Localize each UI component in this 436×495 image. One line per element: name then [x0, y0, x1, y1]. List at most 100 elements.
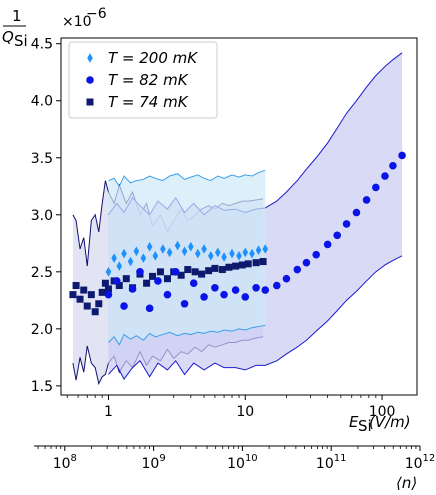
y-tick-label-2: 2.5	[31, 265, 53, 281]
point-s2-4	[83, 302, 91, 310]
point-s0-5	[133, 246, 140, 257]
y-label-denominator: Q	[2, 28, 14, 46]
x2-axis-label: ⟨n⟩	[396, 474, 417, 492]
point-s0-1	[111, 253, 117, 263]
point-s2-17	[149, 272, 157, 280]
point-s2-13	[122, 275, 130, 283]
legend-label-1: T = 82 mK	[108, 71, 189, 89]
point-s0-19	[229, 248, 235, 259]
point-s2-0	[69, 291, 77, 299]
y-axis-label: 1 Q Si	[2, 7, 28, 50]
band-upper-0	[108, 169, 266, 188]
point-s1-24	[333, 231, 342, 240]
point-s2-24	[198, 270, 206, 278]
x-label-main: E	[349, 413, 359, 431]
point-s0-9	[160, 244, 166, 254]
point-s1-12	[211, 283, 219, 292]
point-s1-7	[163, 290, 172, 299]
x2-tick-label-4: 1012	[405, 453, 436, 472]
point-s0-7	[146, 241, 153, 252]
point-s0-0	[105, 267, 112, 277]
point-s2-29	[232, 262, 240, 270]
point-s2-31	[244, 260, 252, 268]
point-s1-25	[342, 220, 351, 228]
y-tick-label-0: 1.5	[31, 379, 53, 395]
point-s2-25	[205, 267, 213, 275]
point-s0-22	[249, 248, 255, 259]
point-s0-6	[140, 253, 147, 263]
x-label-subscript: Si	[358, 417, 372, 435]
point-s2-30	[238, 261, 246, 269]
point-s2-28	[225, 263, 233, 271]
band-lower-0	[108, 324, 266, 346]
point-s1-11	[200, 293, 208, 301]
point-s0-20	[236, 251, 242, 261]
y-tick-label-4: 3.5	[31, 151, 53, 167]
point-s2-32	[252, 259, 260, 267]
point-s1-19	[282, 274, 291, 283]
point-s1-31	[398, 151, 406, 160]
point-s1-6	[154, 277, 162, 285]
point-s1-30	[389, 161, 397, 170]
point-s1-29	[381, 172, 389, 180]
x2-tick-label-2: 1010	[227, 453, 258, 472]
point-s1-1	[112, 277, 121, 285]
x2-tick-label-0: 108	[53, 453, 77, 472]
point-s0-18	[221, 252, 227, 262]
x2-tick-label-1: 109	[141, 453, 165, 472]
point-s1-16	[252, 283, 260, 292]
legend-label-2: T = 74 mK	[108, 93, 189, 111]
point-s2-1	[72, 282, 80, 290]
point-s1-22	[312, 250, 321, 259]
band-lower-1	[108, 255, 403, 380]
point-s2-21	[177, 271, 185, 279]
point-s2-8	[98, 288, 106, 296]
legend-box	[68, 41, 218, 119]
point-s2-2	[76, 295, 84, 303]
y-tick-label-5: 4.0	[31, 94, 53, 110]
point-s1-3	[128, 285, 137, 293]
point-s2-9	[101, 279, 109, 287]
legend-label-0: T = 200 mK	[108, 49, 198, 67]
point-s0-11	[174, 240, 181, 251]
point-s1-20	[293, 265, 302, 274]
y-label-numerator: 1	[12, 7, 22, 25]
point-s2-26	[211, 264, 219, 272]
band-fill-0	[108, 170, 266, 345]
point-s1-13	[220, 290, 228, 299]
point-s2-5	[87, 291, 95, 299]
point-s1-10	[189, 279, 198, 288]
point-s2-33	[259, 258, 267, 266]
point-s1-2	[120, 302, 128, 310]
y-multiplier: ×10 −6	[62, 6, 107, 30]
point-s1-9	[180, 299, 189, 308]
point-s1-27	[362, 196, 371, 204]
point-s0-12	[181, 246, 188, 257]
y-tick-label-6: 4.5	[31, 37, 53, 53]
y-ticks: 1.5 2.0 2.5 3.0 3.5 4.0 4.5	[31, 37, 61, 395]
y-label-subscript: Si	[14, 32, 28, 50]
point-s1-4	[136, 268, 144, 276]
legend-marker-0	[87, 53, 93, 63]
point-s1-15	[241, 293, 250, 301]
point-s1-23	[323, 240, 332, 249]
point-s2-23	[191, 268, 199, 276]
legend-marker-2	[86, 98, 94, 106]
y-tick-label-1: 2.0	[31, 322, 53, 338]
point-s0-24	[262, 244, 269, 254]
x-ticks: 1 10 100	[66, 395, 396, 420]
point-s0-23	[255, 245, 262, 255]
x-label-unit: (V/m)	[369, 413, 411, 431]
point-s2-22	[184, 266, 192, 274]
legend: T = 200 mK T = 82 mK T = 74 mK	[68, 41, 218, 119]
legend-marker-1	[86, 76, 94, 84]
point-s1-21	[302, 258, 311, 267]
x-tick-label-2: 100	[369, 404, 396, 420]
point-s2-18	[156, 268, 164, 276]
point-s1-5	[145, 304, 154, 313]
point-s2-27	[218, 266, 226, 274]
data-points	[69, 151, 406, 316]
point-s2-7	[95, 300, 103, 308]
point-s1-18	[272, 281, 281, 290]
